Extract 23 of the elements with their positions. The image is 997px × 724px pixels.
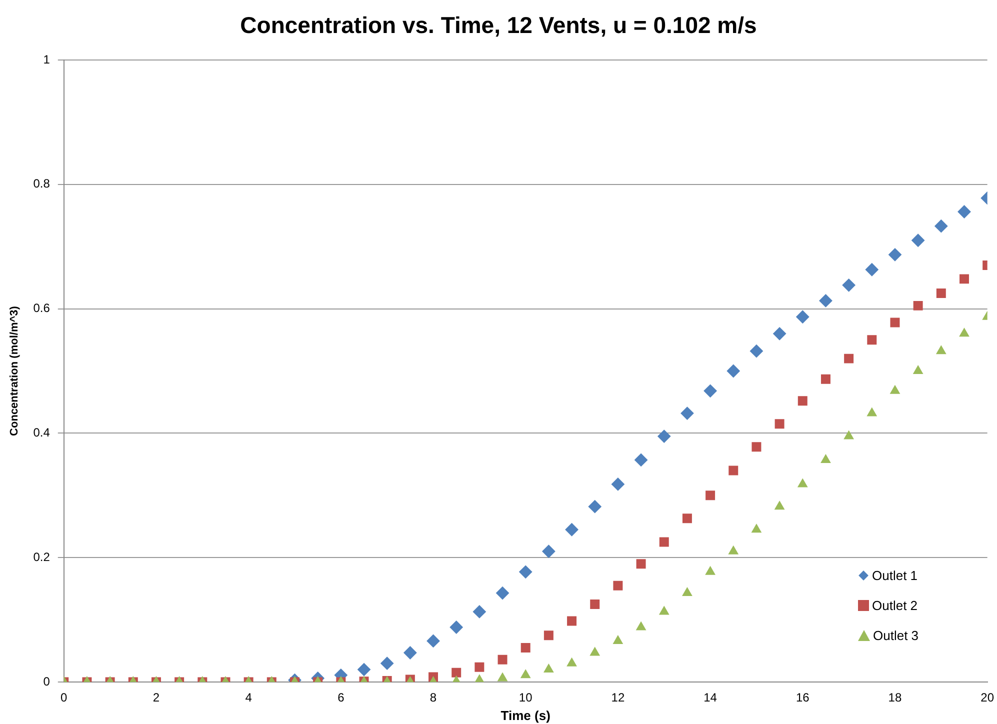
legend-label: Outlet 3: [873, 628, 919, 642]
x-tick-label: 10: [518, 690, 533, 705]
x-tick-label: 20: [980, 690, 994, 705]
y-tick-label: 1: [43, 52, 50, 66]
x-tick-label: 14: [704, 690, 718, 705]
x-tick-label: 8: [430, 690, 437, 705]
y-tick-label: 0.4: [33, 426, 50, 440]
y-tick-label: 0.2: [33, 550, 50, 564]
y-tick-label: 0.8: [33, 176, 50, 191]
legend-label: Outlet 1: [872, 568, 918, 582]
x-tick-label: 4: [245, 690, 252, 705]
x-tick-label: 16: [796, 690, 810, 705]
x-axis-title: Time (s): [500, 708, 550, 723]
x-tick-label: 12: [611, 690, 625, 705]
legend-label: Outlet 2: [872, 598, 918, 612]
x-tick-label: 18: [888, 690, 902, 705]
y-tick-label: 0.6: [33, 301, 50, 316]
y-tick-label: 0: [43, 674, 50, 688]
x-tick-label: 0: [60, 690, 68, 705]
x-tick-label: 6: [338, 690, 345, 705]
chart-title: Concentration vs. Time, 12 Vents, u = 0.102 m/s: [239, 12, 758, 39]
y-axis-title: Concentration (mol/m^3): [8, 306, 21, 436]
x-tick-label: 2: [152, 690, 160, 705]
